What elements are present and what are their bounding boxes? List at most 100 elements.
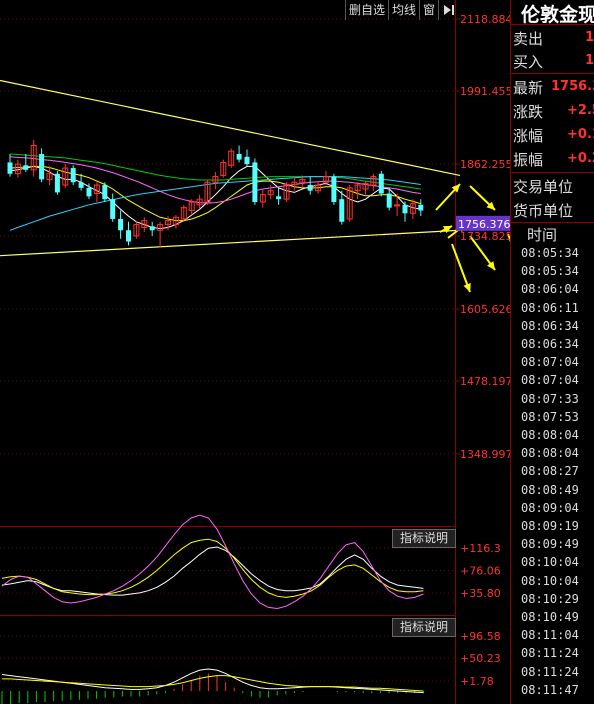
latest-value: 1756.3 <box>551 79 594 94</box>
price-gridlines <box>0 18 455 455</box>
tick-time: 08:08:04 <box>521 428 579 442</box>
price-axis: 2118.884 1991.455 1862.255 1734.825 1605.626… <box>455 13 513 461</box>
moving-averages <box>9 153 421 231</box>
candle-body-down <box>126 230 131 242</box>
candle-body-up <box>14 163 21 175</box>
candle-body-up <box>172 216 179 226</box>
tick-time: 08:10:29 <box>521 591 579 606</box>
candle-body-up <box>196 198 203 206</box>
tick-time: 08:09:19 <box>521 519 579 533</box>
tick-time: 08:07:04 <box>521 373 579 388</box>
candle-body-up <box>157 224 164 231</box>
candle-body-up <box>409 203 416 214</box>
arrow-head <box>486 201 495 210</box>
candle-body-up <box>362 182 369 190</box>
indicator1-d-line <box>1 538 424 598</box>
indicator1-tick-label: +35.80 <box>460 587 501 600</box>
tick-time: 08:07:53 <box>521 409 579 424</box>
frame-lines <box>0 0 456 704</box>
indicator1-tick-label: +76.06 <box>460 564 501 577</box>
candle-body-down <box>39 153 45 180</box>
candle-body-down <box>244 156 250 165</box>
candle-body-down <box>102 185 108 200</box>
candle-body-down <box>386 193 392 208</box>
tick-time: 08:06:04 <box>521 282 579 297</box>
indicator2-tick-label: +1.78 <box>460 675 494 688</box>
tick-time: 08:09:49 <box>521 537 579 552</box>
candle-body-up <box>212 176 219 183</box>
price-tick-label: 1348.997 <box>460 448 513 461</box>
candle-body-down <box>307 185 313 191</box>
tick-time: 08:06:34 <box>521 337 579 351</box>
indicator1-tick-label: +116.3 <box>460 542 501 555</box>
change-value: +2.5 <box>567 103 594 118</box>
arrow-head <box>487 261 495 270</box>
candle-body-down <box>110 199 116 219</box>
instrument-title: 伦敦金现 <box>521 4 594 26</box>
candle-body-up <box>62 167 69 186</box>
tick-time: 08:10:04 <box>521 573 579 588</box>
indicator1-pane: +116.3 +76.06 +35.80 <box>0 514 501 610</box>
panel-divider <box>511 172 594 173</box>
candle-body-up <box>354 184 361 192</box>
tick-time: 08:11:04 <box>521 628 579 643</box>
resistance-trendline <box>0 79 461 177</box>
candle-body-up <box>228 150 235 166</box>
candle-body-up <box>299 178 306 183</box>
panel-divider <box>511 73 594 74</box>
candle-body-up <box>259 194 266 203</box>
last-price-tag-label: 1756.376 <box>458 218 511 231</box>
tick-time: 08:06:34 <box>521 318 579 333</box>
candle-body-down <box>331 176 337 203</box>
sell-label: 卖出 <box>513 30 544 48</box>
indicator2-dif-line <box>1 668 424 694</box>
price-tick-label: 2118.884 <box>460 13 513 26</box>
right-arrow-bar-icon[interactable] <box>438 0 459 20</box>
tick-time: 08:08:04 <box>521 446 579 461</box>
delete-watchlist-button[interactable]: 删自选 <box>345 0 388 20</box>
price-tick-label: 1734.825 <box>460 230 513 243</box>
candles <box>7 139 424 248</box>
candle-body-up <box>93 184 100 195</box>
candle-body-up <box>283 183 290 200</box>
toolbar: 删自选 均线 窗 <box>345 0 459 20</box>
candle-body-up <box>315 184 322 192</box>
indicator2-help-button[interactable]: 指标说明 <box>392 618 456 637</box>
candle-body-down <box>54 173 60 193</box>
quote-panel: 伦敦金现 卖出 17 买入 17 最新 1756.3 涨跌 +2.5 涨幅 +0… <box>510 0 594 704</box>
tick-time: 08:05:34 <box>521 264 579 279</box>
candle-body-up <box>267 190 274 196</box>
indicator2-tick-label: +50.23 <box>460 652 501 665</box>
change-label: 涨跌 <box>513 103 544 121</box>
candle-body-down <box>78 182 84 188</box>
ma-line-button[interactable]: 均线 <box>388 0 419 20</box>
trendlines <box>0 79 461 257</box>
tick-time: 08:10:04 <box>521 555 579 570</box>
last-price-tag: 1756.376 <box>456 215 512 231</box>
tick-time: 08:11:24 <box>521 664 579 679</box>
candle-body-down <box>236 153 242 160</box>
candle-body-down <box>276 196 282 200</box>
window-button[interactable]: 窗 <box>419 0 438 20</box>
buy-label: 买入 <box>513 53 544 71</box>
candle-body-down <box>70 168 76 183</box>
candle-body-down <box>252 162 258 203</box>
indicator1-help-button[interactable]: 指标说明 <box>392 529 456 548</box>
candle-body-up <box>291 181 298 185</box>
last-price-tag-bg <box>456 215 512 231</box>
candle-body-up <box>346 187 353 220</box>
amplitude-value: +0.2 <box>567 151 594 166</box>
candle-body-up <box>133 224 140 237</box>
change-pct-value: +0.1 <box>567 127 594 142</box>
candle-body-up <box>165 220 171 226</box>
price-tick-label: 1862.255 <box>460 158 513 171</box>
candle-body-down <box>118 218 124 231</box>
tick-time: 08:09:04 <box>521 500 579 515</box>
ma20-line <box>9 156 421 204</box>
arrow-shaft <box>451 243 471 293</box>
price-tick-label: 1991.455 <box>460 85 513 98</box>
sell-value: 17 <box>585 30 594 45</box>
arrow-head <box>463 283 471 292</box>
tick-time: 08:11:24 <box>521 646 579 661</box>
candle-body-down <box>149 226 155 231</box>
